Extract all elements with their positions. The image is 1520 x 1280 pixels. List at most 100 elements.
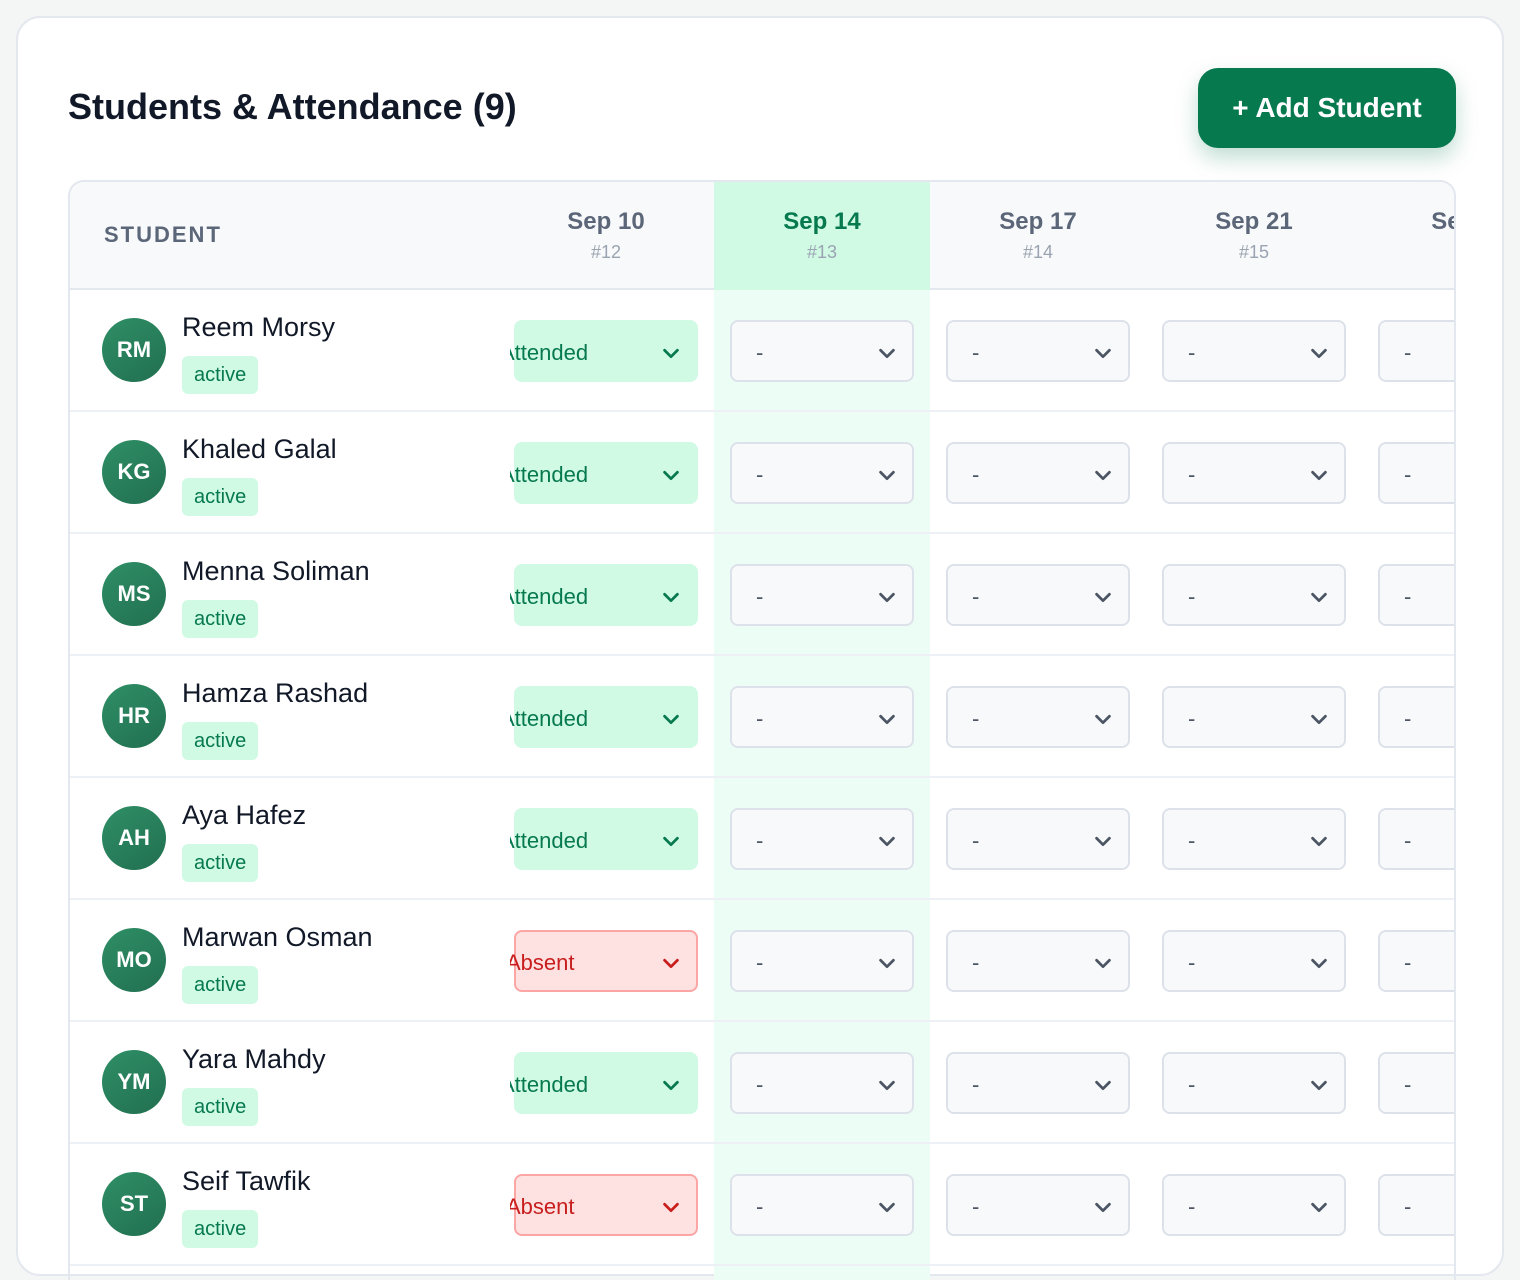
attendance-value: - xyxy=(1188,828,1196,853)
chevron-down-icon xyxy=(1095,592,1111,603)
attendance-select[interactable]: - xyxy=(730,686,914,748)
attendance-select[interactable]: - xyxy=(1162,1052,1346,1114)
students-card: Students & Attendance (9) + Add Student … xyxy=(16,16,1504,1280)
attendance-value: Attended xyxy=(510,584,589,609)
add-student-button[interactable]: + Add Student xyxy=(1198,68,1456,148)
attendance-select[interactable]: - xyxy=(1162,1174,1346,1236)
attendance-select[interactable]: - xyxy=(946,1174,1130,1236)
session-number: #13 xyxy=(806,242,838,262)
attendance-select[interactable]: Attended xyxy=(510,320,698,382)
date-column-header[interactable]: Sep 10 #12 xyxy=(510,182,714,290)
chevron-down-icon xyxy=(663,1202,679,1213)
status-badge: active xyxy=(182,844,259,882)
attendance-value: - xyxy=(972,950,980,975)
attendance-select[interactable]: - xyxy=(946,1052,1130,1114)
date-column-header[interactable]: Sep 14 #13 xyxy=(714,182,930,290)
attendance-select[interactable]: - xyxy=(730,808,914,870)
attendance-value: - xyxy=(756,706,764,731)
avatar: YM xyxy=(102,1050,166,1114)
chevron-down-icon xyxy=(1311,348,1327,359)
attendance-select[interactable]: - xyxy=(946,686,1130,748)
chevron-down-icon xyxy=(879,1080,895,1091)
attendance-select[interactable]: Attended xyxy=(510,1052,698,1114)
attendance-select[interactable]: - xyxy=(730,1174,914,1236)
session-number: #16 xyxy=(1362,242,1454,263)
attendance-value: Attended xyxy=(510,1072,589,1097)
attendance-select[interactable]: - xyxy=(1378,808,1454,870)
attendance-select[interactable]: - xyxy=(946,320,1130,382)
attendance-value: - xyxy=(1404,462,1412,487)
attendance-select[interactable]: Attended xyxy=(510,686,698,748)
chevron-down-icon xyxy=(879,592,895,603)
attendance-select[interactable]: - xyxy=(1378,442,1454,504)
attendance-select[interactable]: - xyxy=(730,564,914,626)
chevron-down-icon xyxy=(1311,836,1327,847)
student-name[interactable]: Aya Hafez xyxy=(182,800,307,830)
attendance-select[interactable]: Attended xyxy=(510,808,698,870)
chevron-down-icon xyxy=(1095,714,1111,725)
attendance-value: - xyxy=(756,1194,764,1219)
chevron-down-icon xyxy=(879,958,895,969)
attendance-select[interactable]: - xyxy=(1378,930,1454,992)
date-column-header[interactable]: Sep 17 #14 xyxy=(930,182,1146,290)
chevron-down-icon xyxy=(1311,470,1327,481)
attendance-value: - xyxy=(1188,340,1196,365)
attendance-value: - xyxy=(1404,828,1412,853)
table-row: YM Yara Mahdy active xyxy=(70,1022,1454,1144)
avatar: MO xyxy=(102,928,166,992)
attendance-select[interactable]: - xyxy=(1378,564,1454,626)
attendance-value: - xyxy=(972,462,980,487)
chevron-down-icon xyxy=(879,348,895,359)
attendance-value: Attended xyxy=(510,462,589,487)
date-label: Sep 21 xyxy=(1215,208,1293,235)
attendance-select[interactable]: - xyxy=(1162,564,1346,626)
attendance-select[interactable]: - xyxy=(1378,320,1454,382)
status-badge: active xyxy=(182,1088,259,1126)
avatar: AH xyxy=(102,806,166,870)
attendance-select[interactable]: - xyxy=(1162,808,1346,870)
attendance-select[interactable]: - xyxy=(730,442,914,504)
attendance-select[interactable]: - xyxy=(946,564,1130,626)
table-row: KG Khaled Galal active xyxy=(70,412,1454,534)
attendance-select[interactable]: - xyxy=(1378,1052,1454,1114)
attendance-select[interactable]: - xyxy=(946,930,1130,992)
attendance-select[interactable]: Attended xyxy=(510,442,698,504)
attendance-select[interactable]: Absent xyxy=(510,930,698,992)
student-name[interactable]: Marwan Osman xyxy=(182,922,373,952)
attendance-value: - xyxy=(756,1072,764,1097)
attendance-select[interactable]: - xyxy=(730,1052,914,1114)
date-column-header[interactable]: Sep 21 #15 xyxy=(1146,182,1362,290)
attendance-select[interactable]: - xyxy=(730,930,914,992)
attendance-select[interactable]: - xyxy=(730,320,914,382)
chevron-down-icon xyxy=(1095,1080,1111,1091)
student-name[interactable]: Khaled Galal xyxy=(182,434,337,464)
attendance-select[interactable]: - xyxy=(946,442,1130,504)
student-name[interactable]: Hamza Rashad xyxy=(182,678,369,708)
student-name[interactable]: Seif Tawfik xyxy=(182,1166,311,1196)
student-name[interactable]: Menna Soliman xyxy=(182,556,370,586)
attendance-select[interactable]: - xyxy=(946,808,1130,870)
chevron-down-icon xyxy=(663,592,679,603)
attendance-select[interactable]: Absent xyxy=(510,1174,698,1236)
chevron-down-icon xyxy=(663,836,679,847)
attendance-select[interactable]: - xyxy=(1378,686,1454,748)
attendance-select[interactable]: - xyxy=(1162,442,1346,504)
attendance-value: - xyxy=(972,584,980,609)
student-name[interactable]: Yara Mahdy xyxy=(182,1044,326,1074)
date-label: Sep 10 xyxy=(567,208,645,235)
date-column-header[interactable]: Sep 24 #16 xyxy=(1362,182,1454,290)
student-name[interactable]: Reem Morsy xyxy=(182,312,336,342)
attendance-select[interactable]: - xyxy=(1162,320,1346,382)
attendance-select[interactable]: - xyxy=(1162,686,1346,748)
avatar: RM xyxy=(102,318,166,382)
chevron-down-icon xyxy=(1311,1080,1327,1091)
chevron-down-icon xyxy=(1311,958,1327,969)
chevron-down-icon xyxy=(663,470,679,481)
attendance-select[interactable]: - xyxy=(1378,1174,1454,1236)
chevron-down-icon xyxy=(1311,1202,1327,1213)
attendance-select[interactable]: Attended xyxy=(510,564,698,626)
attendance-value: Absent xyxy=(510,1194,575,1219)
attendance-select[interactable]: - xyxy=(1162,930,1346,992)
chevron-down-icon xyxy=(663,1080,679,1091)
